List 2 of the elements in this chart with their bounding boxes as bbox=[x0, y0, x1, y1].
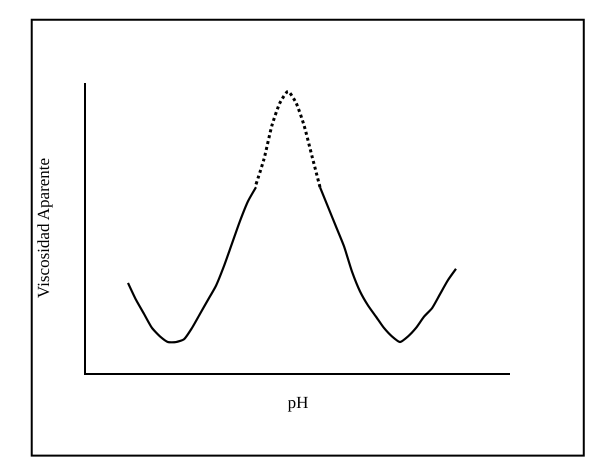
y-axis-title: Viscosidad Aparente bbox=[34, 158, 54, 298]
x-axis-title: pH bbox=[288, 392, 308, 412]
